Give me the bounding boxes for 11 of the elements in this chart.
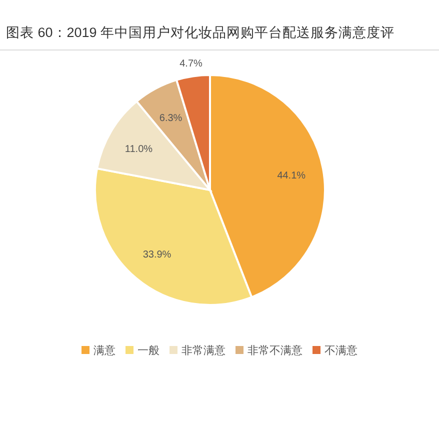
chart-title: 图表 60：2019 年中国用户对化妆品网购平台配送服务满意度评 [6,25,395,40]
legend-label: 非常满意 [182,344,226,357]
data-label: 6.3% [159,113,182,124]
legend-label: 一般 [138,345,160,357]
legend-label: 不满意 [324,344,358,357]
legend-label: 非常不满意 [248,344,302,357]
data-label: 4.7% [180,58,203,70]
data-label: 11.0% [124,144,153,155]
data-label: 44.1% [277,170,306,182]
data-label: 33.9% [142,250,172,261]
legend-label: 满意 [94,344,116,357]
